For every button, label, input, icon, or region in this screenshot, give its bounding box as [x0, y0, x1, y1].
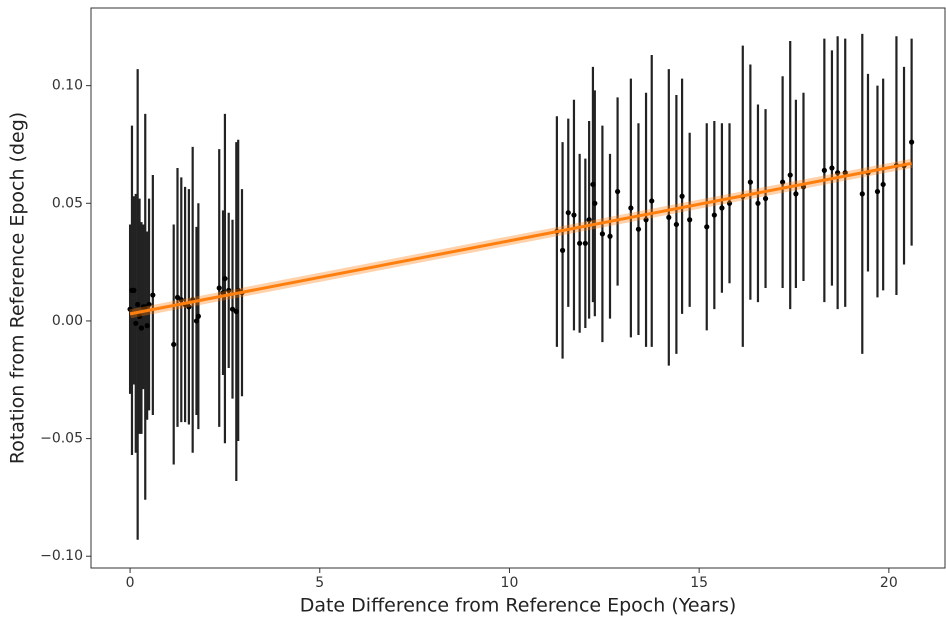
data-point [171, 341, 177, 348]
data-point [649, 198, 655, 204]
data-point [229, 306, 236, 312]
y-tick-label: 0.00 [52, 313, 83, 329]
data-point [144, 323, 150, 329]
data-point [628, 205, 634, 211]
x-tick-label: 15 [690, 575, 708, 591]
plot-frame [90, 7, 946, 569]
data-point [135, 301, 141, 308]
data-point [193, 318, 200, 324]
x-tick-label: 0 [126, 575, 135, 591]
y-tick-label: 0.10 [52, 78, 83, 94]
data-point [909, 139, 915, 145]
data-point [607, 233, 613, 239]
x-tick-label: 5 [315, 575, 324, 591]
y-tick-label: −0.05 [40, 431, 83, 447]
data-point [127, 306, 133, 312]
data-point [133, 320, 139, 326]
data-point [577, 240, 583, 246]
data-point [590, 181, 596, 188]
data-point [835, 170, 841, 176]
data-point [216, 285, 222, 291]
fit-line [129, 161, 912, 316]
data-point [726, 200, 733, 206]
data-point [195, 313, 201, 319]
data-point [635, 226, 642, 232]
y-tick-label: −0.10 [40, 548, 83, 564]
data-point [755, 200, 761, 206]
data-point [136, 313, 143, 319]
data-point [571, 212, 577, 218]
data-point [762, 195, 769, 202]
data-point [673, 221, 679, 228]
data-point [186, 304, 192, 310]
x-tick-label: 20 [880, 575, 898, 591]
data-point [220, 290, 226, 296]
data-point [821, 167, 827, 173]
data-point [842, 170, 848, 176]
data-point [859, 191, 865, 197]
y-tick-label: 0.05 [52, 195, 83, 211]
data-point [142, 304, 148, 310]
data-point [131, 287, 137, 293]
data-point [150, 292, 156, 298]
data-point [829, 165, 835, 171]
data-point [747, 179, 753, 185]
y-axis-label: Rotation from Reference Epoch (deg) [7, 112, 29, 464]
data-point [178, 297, 184, 303]
data-point [687, 217, 693, 223]
data-point [711, 212, 717, 218]
data-point [880, 181, 886, 188]
data-point [599, 231, 606, 237]
data-point [226, 287, 232, 293]
data-point [780, 179, 786, 185]
data-point [559, 247, 566, 253]
data-point [666, 214, 672, 221]
data-point [679, 193, 685, 199]
data-point [146, 301, 152, 308]
data-point [793, 191, 799, 197]
data-point [174, 294, 181, 301]
data-point [874, 188, 881, 195]
data-point [704, 224, 710, 230]
data-point [719, 205, 725, 211]
data-point [586, 217, 592, 223]
data-point [614, 188, 621, 195]
data-point [233, 308, 239, 315]
x-tick-label: 10 [501, 575, 519, 591]
data-point [787, 172, 793, 178]
data-point [592, 200, 598, 206]
data-point [138, 325, 145, 331]
data-point [565, 210, 571, 216]
data-point [582, 240, 588, 246]
data-point [643, 217, 649, 223]
data-point [222, 275, 228, 282]
x-axis-label: Date Difference from Reference Epoch (Ye… [300, 595, 737, 617]
